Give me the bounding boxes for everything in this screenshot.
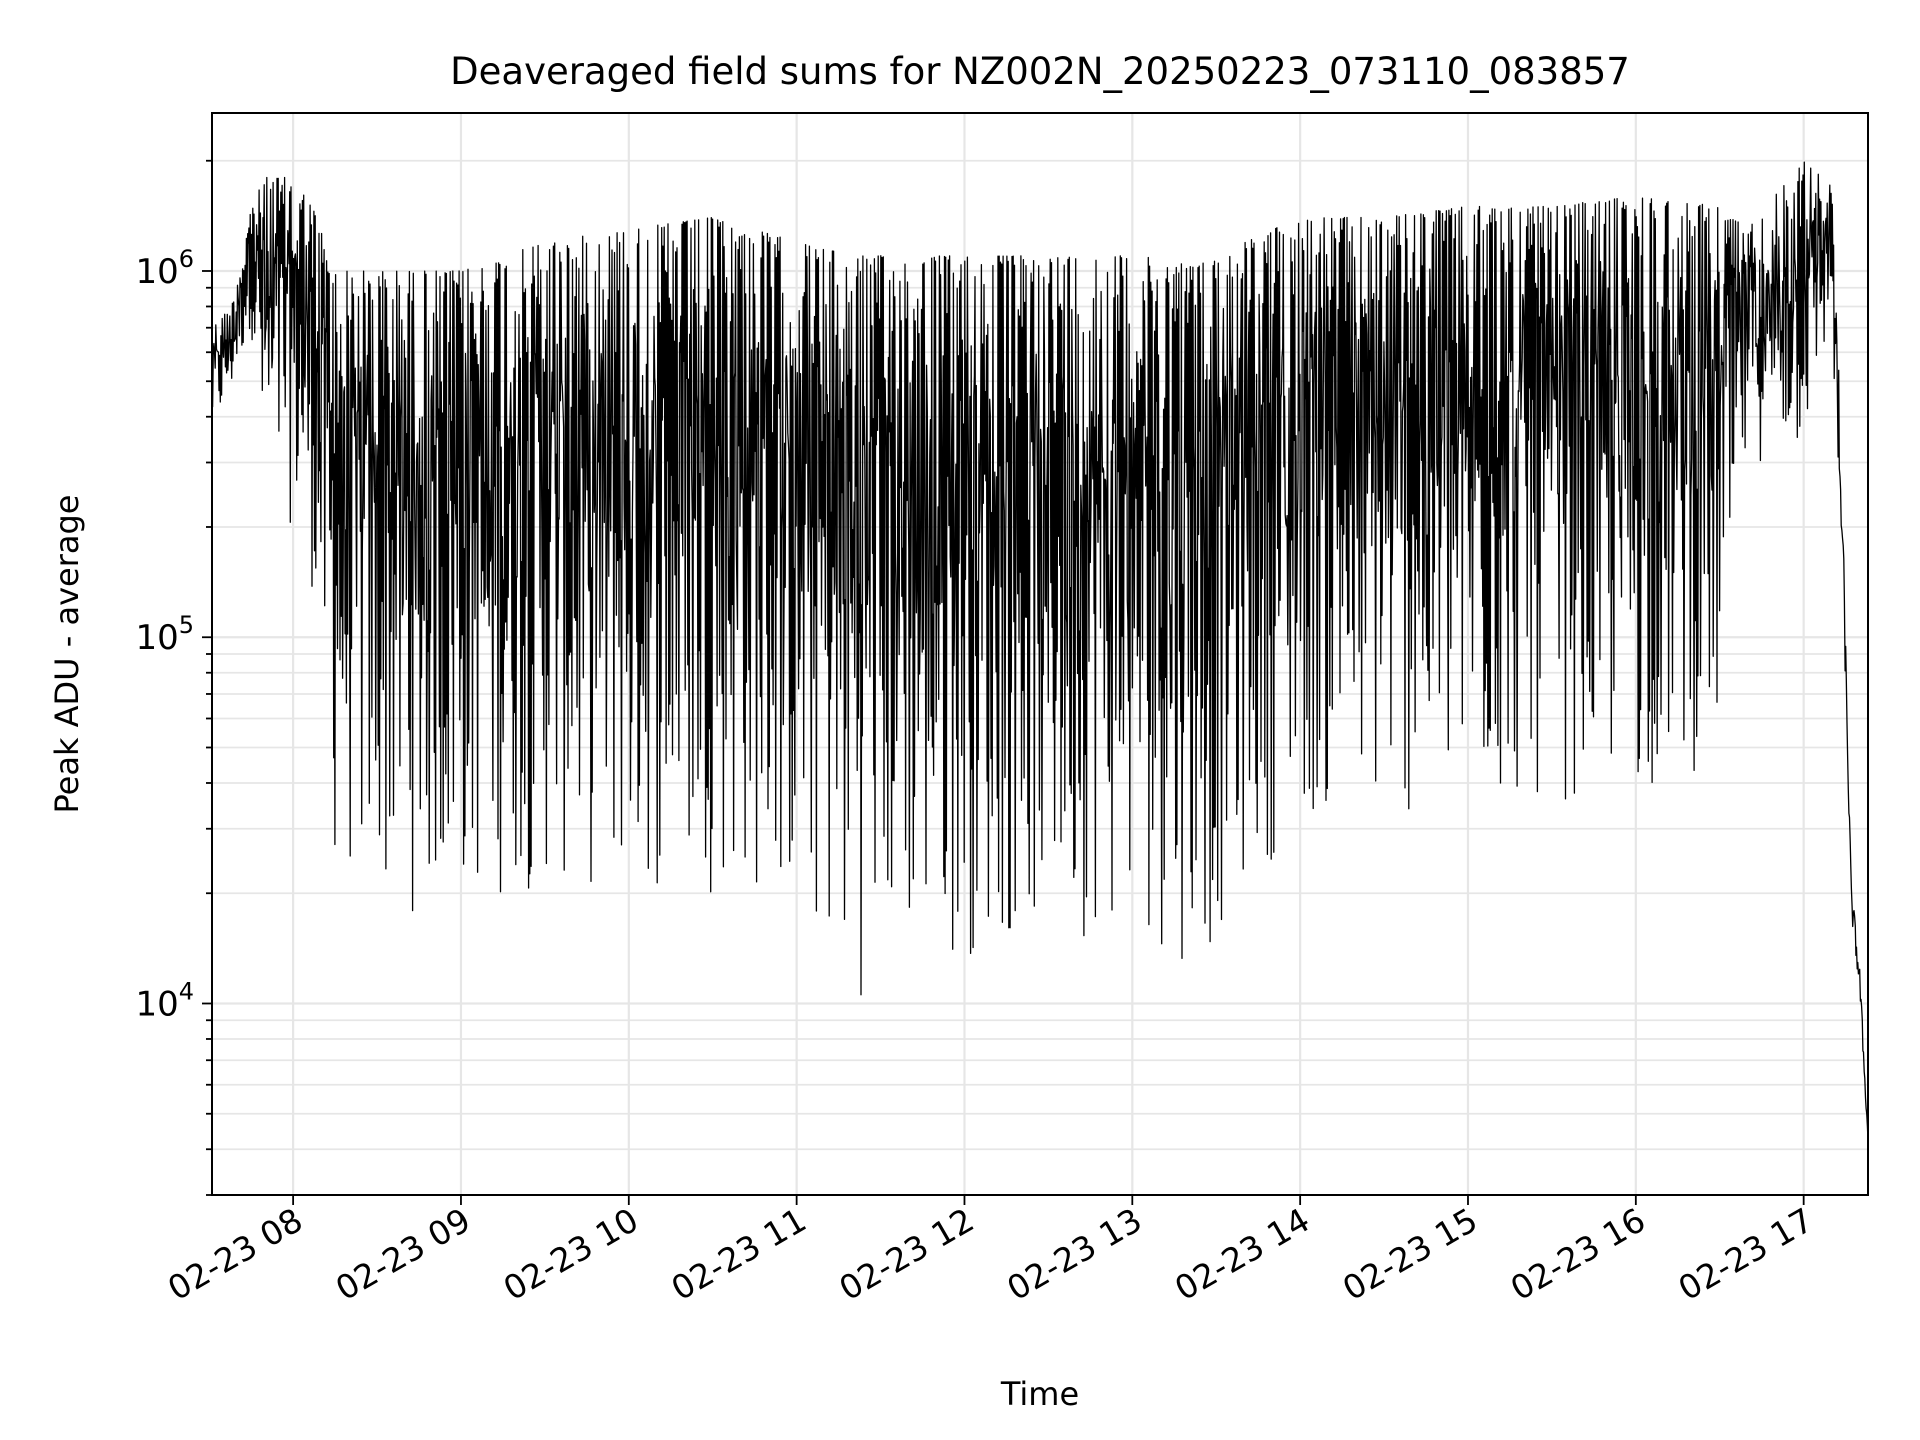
y-tick-exponent: 5 <box>179 611 194 639</box>
y-tick-base: 10 <box>135 618 178 658</box>
y-tick-label: 106 <box>135 245 194 292</box>
x-axis-label: Time <box>1000 1375 1079 1413</box>
y-tick-label: 104 <box>135 977 194 1024</box>
y-tick-label: 105 <box>135 611 194 658</box>
data-series-line <box>211 161 1869 1141</box>
y-tick-exponent: 6 <box>179 245 194 273</box>
y-tick-base: 10 <box>135 252 178 292</box>
y-axis-label: Peak ADU - average <box>48 495 86 814</box>
y-tick-base: 10 <box>135 984 178 1024</box>
chart-title: Deaveraged field sums for NZ002N_2025022… <box>450 50 1630 93</box>
y-tick-exponent: 4 <box>179 977 194 1005</box>
plot-area <box>211 161 1869 1141</box>
